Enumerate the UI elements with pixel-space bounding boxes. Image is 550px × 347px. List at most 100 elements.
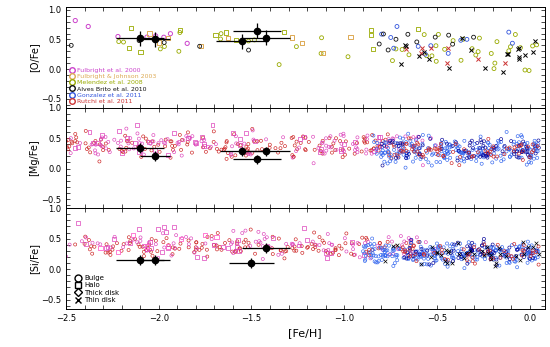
Point — [445, 145, 454, 150]
Point — [507, 254, 516, 259]
Point — [389, 263, 398, 269]
Point — [526, 253, 535, 259]
Point — [408, 246, 417, 252]
Point — [500, 253, 509, 259]
Point — [401, 134, 410, 139]
Point — [476, 252, 485, 257]
Point — [68, 141, 76, 146]
Point — [122, 145, 131, 151]
Point — [355, 241, 364, 247]
Point — [341, 240, 350, 246]
Point — [416, 152, 425, 157]
Point — [74, 220, 83, 226]
Point — [388, 248, 397, 254]
Point — [415, 252, 424, 257]
Point — [444, 248, 453, 253]
Point — [203, 254, 212, 259]
Point — [468, 46, 476, 51]
Point — [530, 253, 538, 259]
Point — [380, 245, 389, 250]
Point — [457, 254, 466, 260]
Point — [420, 248, 428, 254]
Point — [447, 160, 456, 166]
Point — [466, 245, 475, 250]
Point — [80, 241, 89, 247]
Point — [407, 238, 416, 243]
Point — [392, 151, 401, 156]
Point — [184, 238, 193, 243]
Point — [271, 145, 280, 151]
Point — [107, 245, 116, 250]
Point — [520, 142, 529, 147]
Point — [432, 257, 441, 263]
Point — [301, 135, 310, 140]
Point — [512, 149, 520, 154]
Point — [490, 151, 498, 156]
Point — [478, 145, 487, 151]
Point — [324, 144, 333, 150]
Point — [464, 251, 473, 257]
Point — [106, 252, 115, 257]
Point — [84, 24, 92, 29]
Point — [381, 253, 390, 258]
Point — [436, 243, 444, 249]
Point — [423, 248, 432, 253]
Point — [459, 150, 468, 155]
Point — [126, 240, 135, 246]
Point — [401, 165, 410, 170]
Point — [483, 151, 492, 157]
Point — [525, 154, 533, 160]
Point — [532, 142, 541, 147]
Point — [474, 247, 482, 253]
Point — [402, 256, 411, 261]
Point — [520, 249, 529, 254]
Point — [421, 51, 430, 57]
Point — [406, 142, 415, 148]
Point — [134, 144, 143, 149]
Point — [508, 242, 516, 248]
Point — [454, 251, 463, 257]
Point — [453, 142, 462, 148]
Point — [393, 152, 402, 157]
Point — [405, 245, 414, 251]
Point — [378, 245, 387, 251]
Point — [342, 249, 351, 254]
Point — [292, 139, 301, 144]
Point — [138, 141, 146, 146]
Point — [480, 242, 488, 247]
Point — [456, 241, 465, 246]
Point — [238, 230, 246, 236]
Point — [322, 248, 331, 254]
Point — [534, 244, 543, 249]
Point — [431, 253, 439, 259]
Point — [393, 257, 402, 263]
Point — [98, 135, 107, 140]
Point — [375, 240, 384, 246]
Point — [365, 253, 373, 258]
Point — [135, 136, 144, 142]
Point — [407, 240, 416, 246]
Point — [170, 149, 179, 155]
Point — [449, 256, 458, 261]
Point — [527, 152, 536, 157]
Point — [388, 239, 397, 244]
Point — [73, 139, 81, 145]
Point — [388, 243, 397, 249]
Point — [228, 144, 236, 149]
Point — [195, 247, 204, 253]
Point — [427, 135, 436, 141]
Point — [290, 244, 299, 249]
Point — [415, 152, 424, 157]
Point — [326, 134, 335, 139]
Point — [101, 250, 110, 255]
Point — [235, 245, 244, 251]
Point — [420, 256, 428, 261]
Point — [172, 232, 180, 238]
Point — [414, 142, 422, 147]
Point — [289, 134, 298, 140]
Point — [494, 146, 503, 151]
Point — [108, 244, 117, 249]
Point — [515, 45, 524, 51]
Point — [450, 139, 459, 144]
Point — [384, 243, 393, 248]
